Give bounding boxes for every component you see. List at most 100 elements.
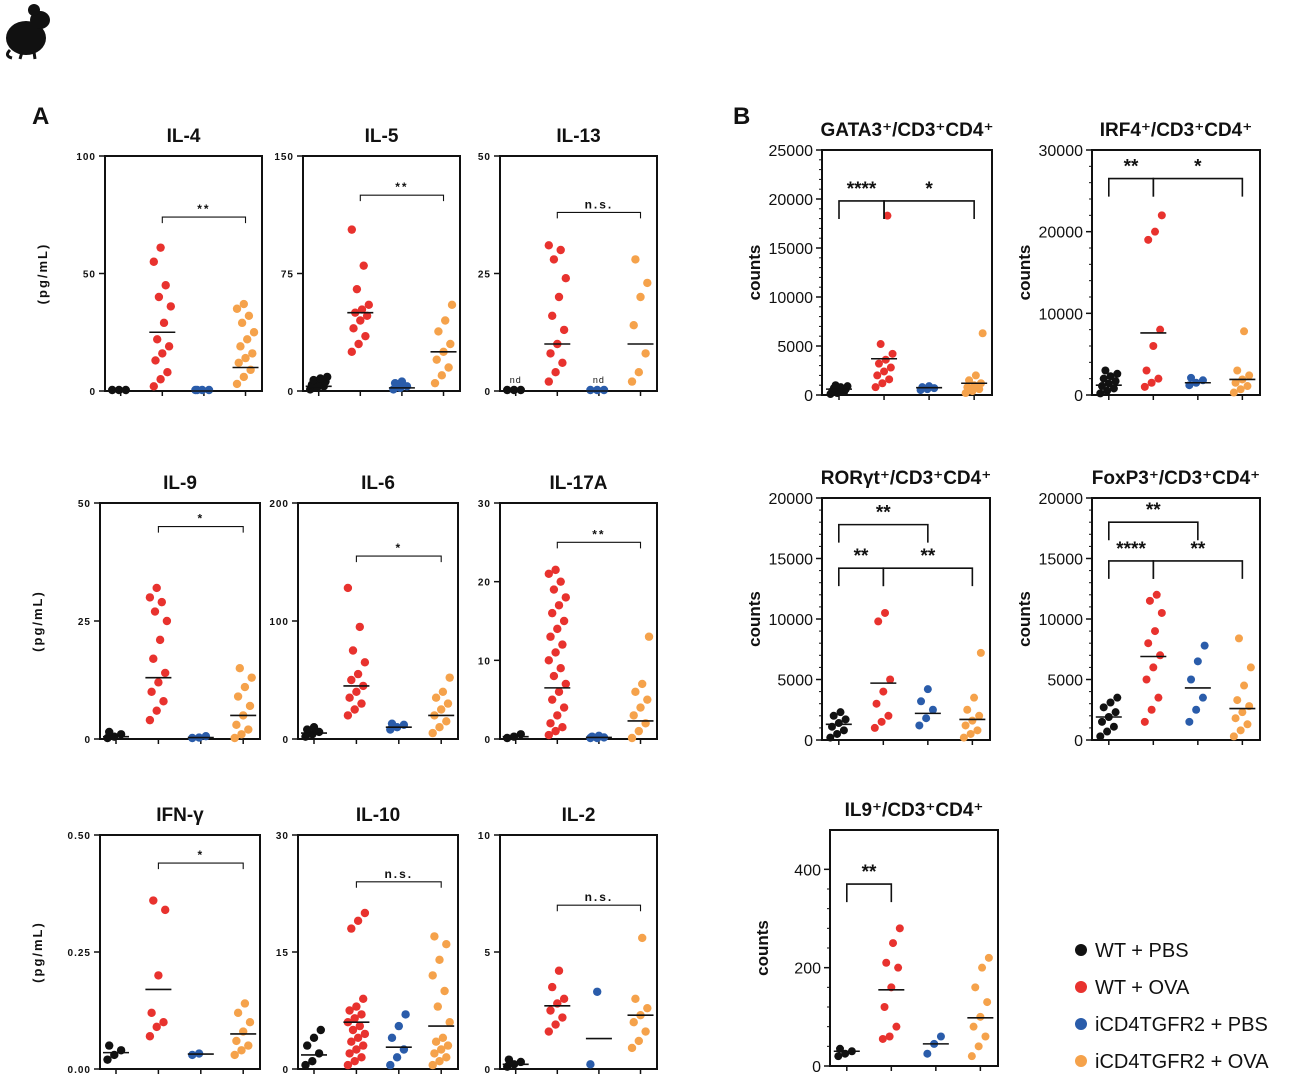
significance-label: * [395,541,402,555]
data-point [350,1057,359,1066]
data-point [1140,717,1149,726]
chart-rorgt: RORγt⁺/CD3⁺CD4⁺ 0 5000 10000 15000 20000 count… [745,468,991,750]
significance-bracket [355,881,442,888]
significance-label: n.s. [585,197,614,211]
data-point [923,1049,932,1058]
chart-title: IFN-γ [156,805,204,826]
data-point [516,385,525,395]
chart-title: IL-4 [167,126,201,147]
data-point [359,1041,368,1050]
data-point [1113,693,1122,702]
data-point [166,302,176,311]
data-point [959,733,968,742]
data-point [881,355,890,364]
data-point [438,1033,448,1043]
data-point [871,383,880,392]
data-point [546,719,555,728]
data-point [917,697,926,706]
data-point [1151,227,1160,236]
data-point [593,987,602,996]
data-point [230,733,239,743]
y-tick-label: 75 [281,270,294,281]
data-point [158,349,167,358]
data-point [881,608,890,617]
y-tick-label: 0.00 [68,1065,91,1076]
y-tick-label: 5000 [777,673,813,690]
data-point [149,257,159,266]
data-point [309,375,318,385]
data-point [1156,325,1165,334]
data-point [973,726,982,735]
data-point [159,697,168,706]
significance-bracket [355,555,442,563]
y-tick-label: 25 [478,270,491,281]
data-point [437,1045,446,1054]
significance-label: * [1194,157,1202,178]
data-point [876,340,885,349]
legend-marker [1075,981,1087,993]
data-point [438,687,448,696]
data-point [348,646,358,655]
data-point [599,385,609,395]
chart-title: IL-5 [365,126,399,147]
significance-bracket [846,883,893,903]
data-point [1156,651,1165,660]
data-point [445,673,454,682]
chart-title: IL-13 [556,126,600,147]
plot-frame [821,149,993,396]
data-point [644,632,654,641]
y-tick-label: 30000 [1039,143,1084,160]
data-point [348,1025,358,1035]
data-point [1154,693,1163,702]
data-point [244,311,254,320]
data-point [447,300,457,310]
significance-label: * [925,179,933,200]
data-point [1147,378,1156,387]
data-point [1193,657,1202,666]
data-point [594,731,604,741]
data-point [237,730,246,739]
data-point [437,705,446,714]
panel-label-b: B [733,103,750,130]
legend-marker [1075,944,1087,956]
mouse-icon [5,4,50,60]
data-point [241,353,250,363]
data-point [316,1025,325,1035]
data-point [244,1041,253,1050]
data-point [976,1012,985,1021]
data-point [880,367,889,376]
significance-label: ** [1190,539,1205,560]
data-point [1140,382,1149,391]
data-point [641,1027,650,1036]
data-point [1245,371,1254,380]
data-point [240,682,250,692]
y-axis-label: counts [753,920,772,976]
y-axis-label: (pg/mL) [30,590,45,652]
data-point [1157,211,1166,220]
nd-label: nd [593,375,605,385]
y-tick-label: 0 [484,735,491,746]
y-tick-label: 15000 [769,552,814,569]
data-point [556,577,565,586]
data-point [870,723,879,732]
data-point [154,678,163,687]
data-point [149,654,158,663]
data-point [1098,717,1106,726]
data-point [834,719,843,728]
data-point [347,1037,356,1046]
significance-bracket [1108,521,1199,541]
data-point [877,717,886,726]
data-point [885,1032,894,1041]
data-point [627,733,637,743]
significance-label: n.s. [384,867,413,881]
y-tick-label: 0 [89,387,96,398]
data-point [1157,608,1166,617]
data-point [352,1002,361,1011]
data-point [889,939,898,948]
y-tick-label: 15 [276,948,289,959]
significance-bracket [556,904,642,912]
data-point [159,1018,168,1027]
data-point [145,1032,155,1041]
legend-marker [1075,1018,1087,1030]
data-point [108,385,117,395]
